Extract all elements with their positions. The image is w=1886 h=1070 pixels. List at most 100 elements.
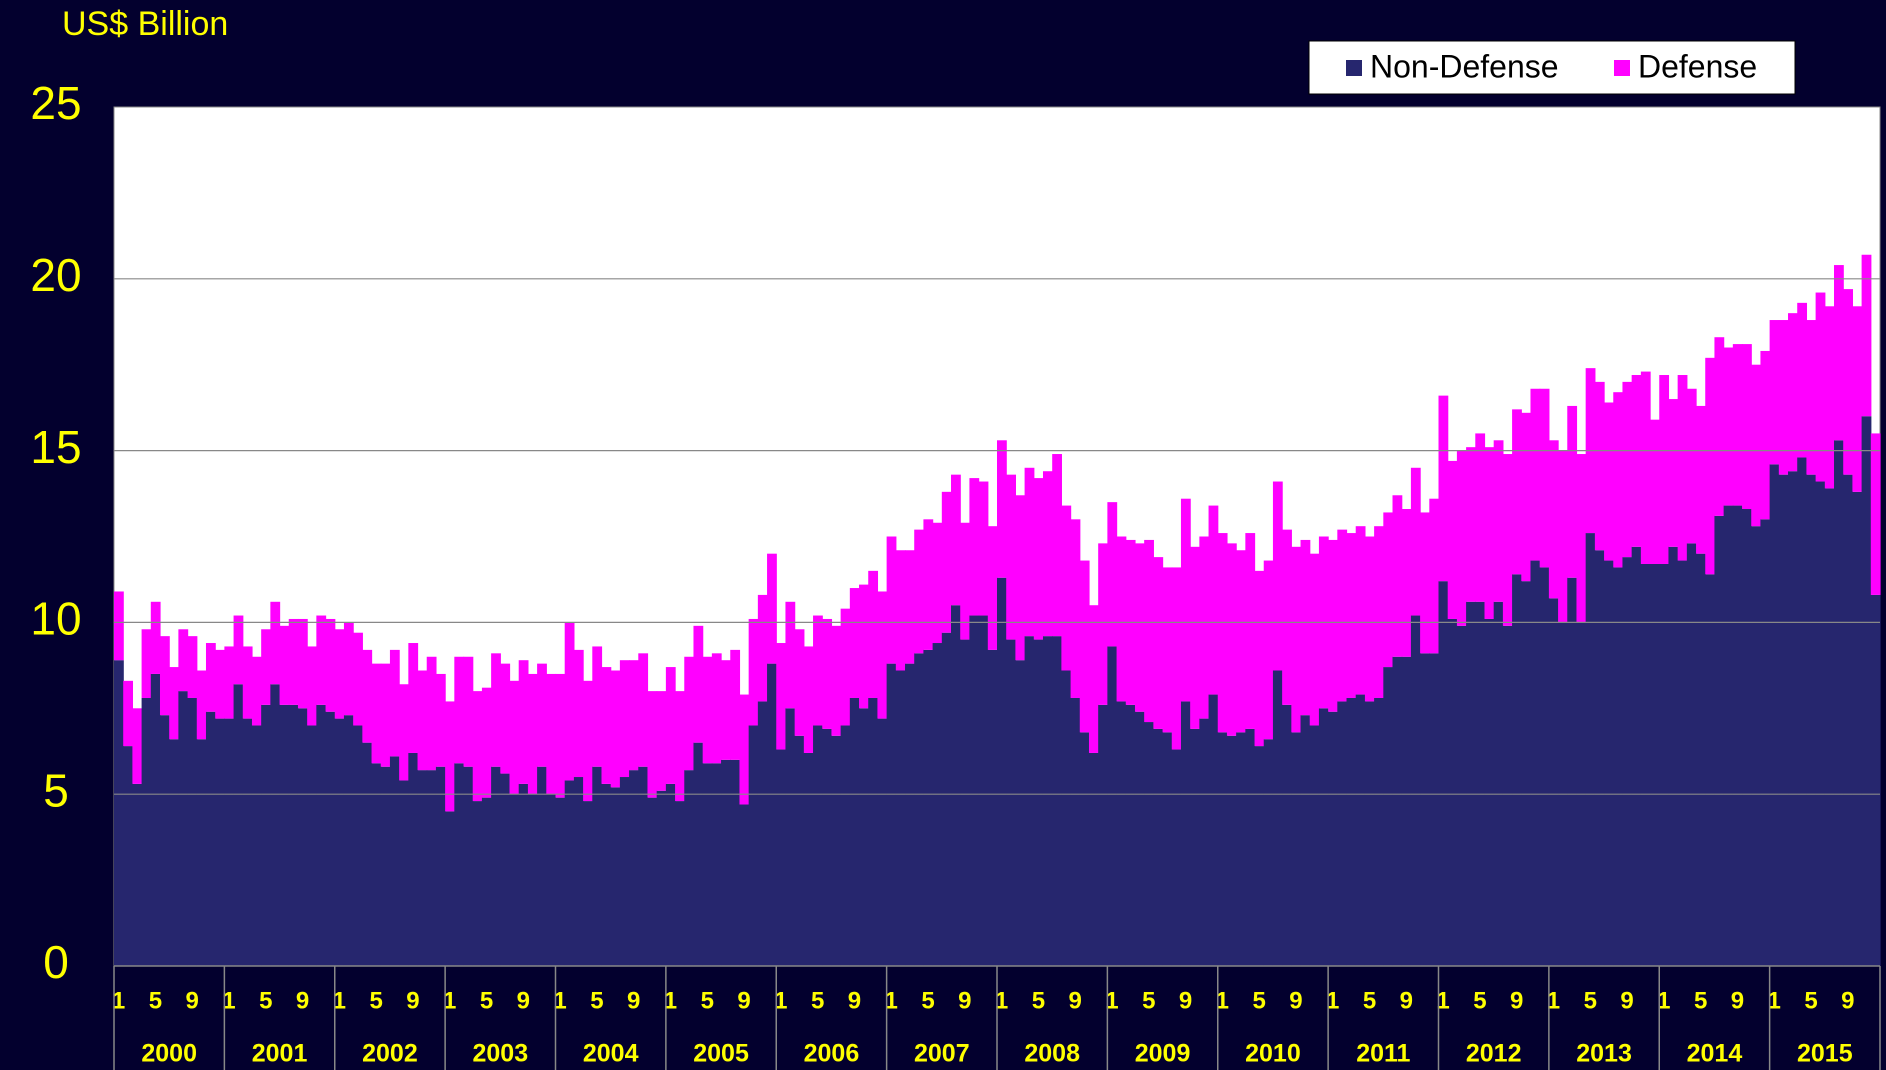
bar-segment: [527, 673, 538, 795]
bar-segment: [1254, 570, 1265, 747]
bar-segment: [169, 667, 179, 740]
bar-segment: [141, 629, 152, 698]
bar-segment: [711, 763, 722, 966]
year-label: 2003: [473, 1040, 529, 1068]
bar-segment: [1650, 419, 1660, 564]
bar-segment: [739, 694, 750, 805]
bar-segment: [647, 691, 658, 798]
bar-segment: [1374, 526, 1384, 698]
bar-segment: [491, 766, 501, 966]
bar-segment: [371, 763, 382, 966]
bar-segment: [1668, 546, 1679, 966]
year-label: 2000: [141, 1040, 197, 1068]
x-tick-label: 1: [333, 987, 346, 1014]
bar-segment: [1870, 594, 1881, 966]
bar-segment: [592, 766, 603, 966]
bar-segment: [665, 667, 676, 784]
bar-segment: [1742, 509, 1752, 966]
bar-segment: [1456, 450, 1467, 626]
bar-segment: [1355, 694, 1366, 966]
bar-segment: [1852, 491, 1863, 966]
bar-segment: [1466, 601, 1476, 966]
bar-segment: [1079, 560, 1090, 733]
bar-segment: [555, 673, 566, 798]
bar-segment: [941, 632, 952, 966]
bar-segment: [1254, 746, 1265, 966]
bar-segment: [242, 718, 253, 966]
bar-segment: [1006, 639, 1016, 966]
bar-segment: [960, 639, 971, 966]
bar-segment: [895, 670, 906, 966]
bar-segment: [1631, 375, 1642, 547]
bar-segment: [684, 770, 695, 966]
bar-segment: [564, 622, 575, 781]
bar-segment: [445, 811, 455, 966]
bar-segment: [1521, 412, 1532, 582]
year-label: 2008: [1024, 1040, 1080, 1068]
bar-segment: [251, 656, 262, 726]
bar-segment: [307, 646, 317, 726]
bar-segment: [1364, 536, 1375, 702]
bar-segment: [1061, 670, 1072, 966]
bar-segment: [463, 656, 474, 767]
bar-segment: [1650, 563, 1660, 966]
y-tick-label: 5: [43, 764, 69, 816]
bar-segment: [261, 629, 271, 705]
bar-segment: [288, 618, 299, 705]
bar-segment: [297, 618, 308, 709]
bar-segment: [527, 794, 538, 966]
bar-segment: [1263, 739, 1274, 966]
x-tick-label: 5: [1584, 987, 1597, 1014]
bar-segment: [1245, 728, 1256, 966]
bar-segment: [1282, 704, 1292, 966]
bar-segment: [1199, 536, 1210, 719]
x-tick-label: 9: [1069, 987, 1082, 1014]
bar-segment: [987, 526, 998, 650]
bar-segment: [767, 663, 777, 966]
bar-segment: [1778, 320, 1789, 475]
bar-segment: [822, 728, 833, 966]
bar-segment: [481, 797, 492, 966]
bar-segment: [923, 519, 934, 650]
x-tick-label: 1: [443, 987, 456, 1014]
bar-segment: [500, 663, 511, 774]
bar-segment: [794, 629, 805, 736]
bar-segment: [224, 646, 235, 719]
y-tick-label: 20: [30, 249, 81, 301]
bar-segment: [978, 615, 989, 966]
bar-segment: [601, 667, 612, 784]
bar-segment: [1870, 433, 1881, 595]
bar-segment: [205, 643, 216, 712]
bar-segment: [1033, 478, 1044, 640]
bar-segment: [1558, 450, 1568, 623]
x-tick-label: 1: [1547, 987, 1560, 1014]
bar-segment: [1815, 292, 1826, 482]
bar-segment: [1420, 512, 1430, 654]
bar-segment: [1604, 560, 1614, 966]
bar-segment: [619, 777, 630, 966]
bar-segment: [1456, 625, 1467, 966]
bar-segment: [748, 618, 759, 726]
x-tick-label: 5: [590, 987, 603, 1014]
bar-segment: [1144, 722, 1154, 966]
bar-segment: [730, 649, 741, 760]
bar-segment: [1217, 533, 1228, 733]
bar-segment: [509, 794, 520, 966]
bar-segment: [1502, 625, 1513, 966]
bar-segment: [141, 697, 152, 966]
x-tick-label: 9: [627, 987, 640, 1014]
year-label: 2007: [914, 1040, 970, 1068]
x-tick-label: 5: [1473, 987, 1486, 1014]
bar-segment: [380, 766, 391, 966]
bar-segment: [1364, 701, 1375, 966]
bar-segment: [123, 746, 133, 966]
bar-segment: [187, 697, 198, 966]
bar-segment: [1024, 636, 1035, 966]
bar-segment: [1116, 536, 1127, 702]
bar-segment: [334, 718, 345, 966]
bar-segment: [997, 440, 1007, 578]
bar-segment: [1530, 388, 1541, 561]
x-tick-label: 5: [369, 987, 382, 1014]
bar-segment: [647, 797, 658, 966]
bar-segment: [868, 697, 879, 966]
